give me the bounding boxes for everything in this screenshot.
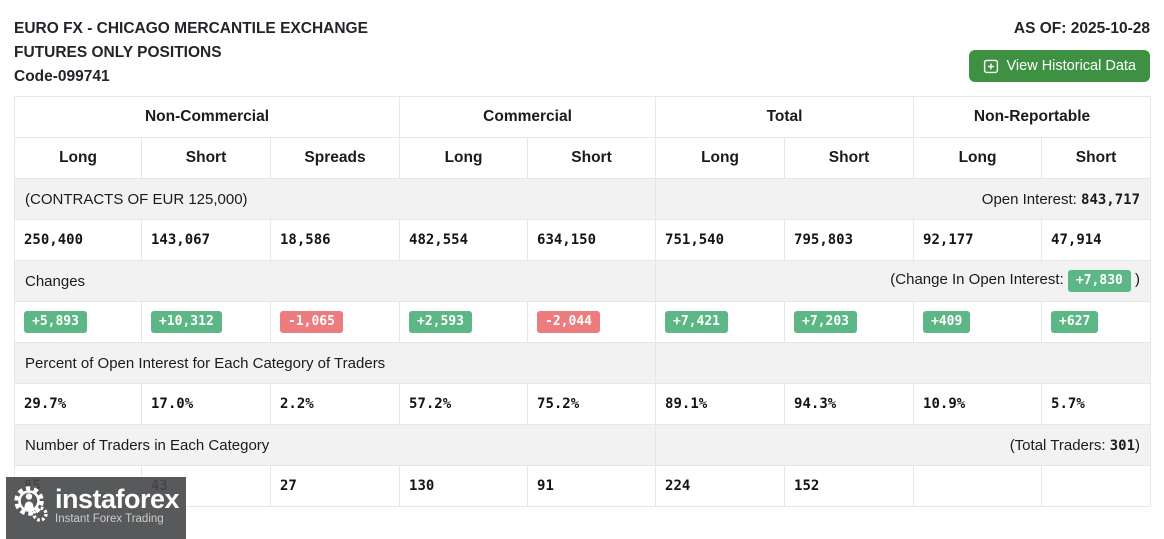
col-header: Long — [14, 137, 142, 179]
total-traders-prefix: (Total Traders: — [1009, 436, 1110, 454]
total-traders-suffix: ) — [1135, 436, 1141, 454]
change-badge: +5,893 — [24, 311, 87, 333]
change-cell: +7,421 — [655, 301, 786, 343]
change-badge: +7,421 — [665, 311, 728, 333]
percent-band-row: Percent of Open Interest for Each Catego… — [13, 342, 1152, 384]
change-cell: -2,044 — [527, 301, 657, 343]
traders-value: 27 — [269, 465, 401, 507]
change-badge: +409 — [923, 311, 971, 333]
percent-value: 89.1% — [655, 383, 786, 425]
group-header-non-commercial: Non-Commercial — [13, 96, 401, 138]
change-badge: -2,044 — [537, 311, 600, 333]
page-header: EURO FX - CHICAGO MERCANTILE EXCHANGE FU… — [0, 0, 1164, 96]
calendar-plus-icon — [983, 58, 999, 74]
traders-value: 130 — [399, 465, 529, 507]
position-value: 751,540 — [655, 219, 786, 261]
traders-value — [913, 465, 1043, 507]
view-historical-data-label: View Historical Data — [1006, 58, 1136, 74]
col-header: Long — [913, 137, 1043, 179]
instaforex-watermark: instaforex Instant Forex Trading — [6, 477, 186, 539]
col-header: Short — [527, 137, 657, 179]
change-oi-badge: +7,830 — [1067, 270, 1131, 292]
traders-band-row: Number of Traders in Each Category (Tota… — [13, 424, 1152, 466]
instaforex-logo-name: instaforex — [55, 483, 180, 514]
traders-value: 152 — [784, 465, 915, 507]
percent-value: 10.9% — [913, 383, 1043, 425]
report-code: Code-099741 — [14, 68, 110, 85]
col-header: Spreads — [269, 137, 401, 179]
title-line-2: FUTURES ONLY POSITIONS — [14, 44, 222, 61]
view-historical-data-button[interactable]: View Historical Data — [968, 50, 1150, 82]
traders-value: 91 — [527, 465, 657, 507]
percents-row: 29.7% 17.0% 2.2% 57.2% 75.2% 89.1% 94.3%… — [14, 383, 1152, 425]
total-traders-value: 301 — [1109, 437, 1136, 454]
open-interest-cell: Open Interest: 843,717 — [655, 178, 1152, 220]
changes-label: Changes — [13, 260, 657, 302]
changes-band-row: Changes (Change In Open Interest: +7,830… — [13, 260, 1152, 302]
percent-value: 29.7% — [14, 383, 142, 425]
change-open-interest-cell: (Change In Open Interest: +7,830 ) — [655, 260, 1152, 302]
instaforex-logo-tagline: Instant Forex Trading — [55, 512, 164, 525]
position-value: 18,586 — [269, 219, 401, 261]
position-value: 143,067 — [141, 219, 271, 261]
position-value: 634,150 — [527, 219, 657, 261]
traders-value — [1041, 465, 1152, 507]
total-traders-cell: (Total Traders: 301) — [655, 424, 1152, 466]
percent-value: 75.2% — [527, 383, 657, 425]
position-value: 795,803 — [784, 219, 915, 261]
title-line-1: EURO FX - CHICAGO MERCANTILE EXCHANGE — [14, 20, 368, 37]
position-value: 482,554 — [399, 219, 529, 261]
col-header: Long — [399, 137, 529, 179]
percent-value: 94.3% — [784, 383, 915, 425]
group-header-total: Total — [655, 96, 915, 138]
change-oi-suffix: ) — [1130, 271, 1141, 288]
positions-row: 250,400 143,067 18,586 482,554 634,150 7… — [14, 219, 1152, 261]
change-badge: +10,312 — [151, 311, 222, 333]
changes-row: +5,893 +10,312 -1,065 +2,593 -2,044 +7,4… — [14, 301, 1152, 343]
change-cell: -1,065 — [269, 301, 401, 343]
change-oi-prefix: (Change In Open Interest: — [890, 271, 1068, 288]
contracts-band-row: (CONTRACTS OF EUR 125,000) Open Interest… — [13, 178, 1152, 220]
position-value: 92,177 — [913, 219, 1043, 261]
change-cell: +5,893 — [14, 301, 142, 343]
col-header: Long — [655, 137, 786, 179]
group-header-row: Non-Commercial Commercial Total Non-Repo… — [13, 96, 1152, 138]
open-interest-label: Open Interest: — [981, 190, 1082, 208]
contracts-label: (CONTRACTS OF EUR 125,000) — [13, 178, 657, 220]
change-cell: +409 — [913, 301, 1043, 343]
change-badge: -1,065 — [280, 311, 343, 333]
open-interest-value: 843,717 — [1081, 191, 1141, 208]
percent-label: Percent of Open Interest for Each Catego… — [13, 342, 657, 384]
change-badge: +2,593 — [409, 311, 472, 333]
column-header-row: Long Short Spreads Long Short Long Short… — [14, 137, 1152, 179]
group-header-commercial: Commercial — [399, 96, 657, 138]
group-header-non-reportable: Non-Reportable — [913, 96, 1152, 138]
as-of-date: AS OF: 2025-10-28 — [1013, 20, 1150, 37]
instaforex-logo-text: instaforex Instant Forex Trading — [55, 483, 180, 525]
position-value: 250,400 — [14, 219, 142, 261]
percent-value: 5.7% — [1041, 383, 1152, 425]
col-header: Short — [1041, 137, 1152, 179]
change-badge: +627 — [1051, 311, 1099, 333]
traders-value: 224 — [655, 465, 786, 507]
col-header: Short — [784, 137, 915, 179]
change-cell: +10,312 — [141, 301, 271, 343]
percent-value: 2.2% — [269, 383, 401, 425]
report-title: EURO FX - CHICAGO MERCANTILE EXCHANGE FU… — [14, 17, 368, 96]
change-cell: +2,593 — [399, 301, 529, 343]
change-cell: +7,203 — [784, 301, 915, 343]
cot-table: Non-Commercial Commercial Total Non-Repo… — [13, 96, 1152, 507]
instaforex-gear-logo-icon — [12, 483, 48, 528]
change-badge: +7,203 — [794, 311, 857, 333]
percent-band-spacer — [655, 342, 1152, 384]
header-right: AS OF: 2025-10-28 View Historical Data — [968, 17, 1150, 96]
position-value: 47,914 — [1041, 219, 1152, 261]
change-cell: +627 — [1041, 301, 1152, 343]
percent-value: 17.0% — [141, 383, 271, 425]
col-header: Short — [141, 137, 271, 179]
traders-label: Number of Traders in Each Category — [13, 424, 657, 466]
percent-value: 57.2% — [399, 383, 529, 425]
